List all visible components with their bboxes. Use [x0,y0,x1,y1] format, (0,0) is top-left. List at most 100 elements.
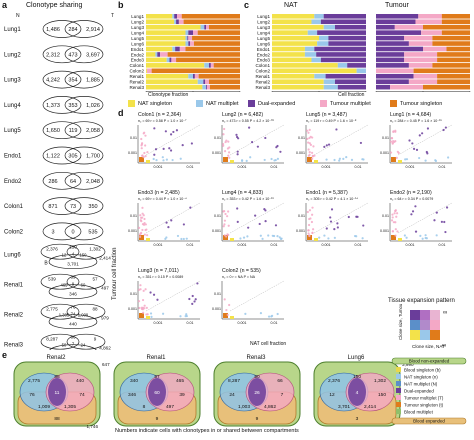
venn3-value: 346 [69,292,77,297]
bar-segment [205,79,209,84]
bar-legend-item: NAT multiplet [196,100,239,107]
bar-segment [314,14,324,19]
venn-mid-value: 119 [69,128,78,134]
scatter-point [171,158,174,162]
nat-singleton-marker [314,238,318,241]
scatter-point [222,210,225,213]
tumour-singleton-marker [139,313,144,318]
scatter-point [391,216,394,219]
bar-segment [404,35,433,41]
bar-segment [432,63,470,68]
scatter-title: Endo3 (n = 2,485) [138,190,180,196]
scatter-title: Colon2 (n = 535) [222,268,261,274]
venn-e-value: 1,302 [374,378,386,384]
bar-segment [146,68,147,74]
scatter-point [276,312,279,316]
scatter-point [181,144,184,147]
scatter-point [222,144,225,147]
bar-segment [160,52,168,57]
scatter-point [311,213,314,216]
bar-segment [376,79,409,84]
scatter-point [264,209,267,212]
scatter-point [276,157,280,160]
expansion-key-cell [410,330,420,340]
scatter-point [145,306,148,309]
bar-segment [272,24,324,30]
scatter-point [270,157,273,161]
panel-c-chart: Lung1Lung2Lung3Lung4Lung5Lung6Endo1Endo2… [255,14,471,92]
bar-segment [323,14,366,19]
venn-e-value: 9 [156,416,159,422]
scatter-point [146,151,149,154]
bar-segment [423,24,470,30]
x-tick-label: 0.01 [187,243,194,247]
bar-segment [146,14,173,19]
venn-row-name: Lung1 [4,27,21,33]
scatter-point [421,237,424,240]
scatter-point [162,159,165,162]
scatter-point [279,150,282,153]
scatter-point [224,140,227,144]
y-tick-label: 0.01 [298,214,305,218]
bar-category-label: Lung2 [131,20,144,25]
inf-symbol: ∞ [443,310,447,316]
bar-category-label: Lung3 [257,25,270,30]
venn-right-value: 2,048 [86,179,100,185]
scatter-point [275,146,278,149]
scatter-point [223,150,227,153]
scatter-point [307,131,310,134]
venn-e-value: 2,414 [364,404,376,410]
scatter-point [353,234,357,238]
scatter-point [415,148,419,151]
scatter-point [445,206,449,209]
y-tick-label: 0.001 [128,151,137,155]
bar-segment [272,30,308,35]
scatter-point [226,215,229,218]
venn-left-value: 1,122 [46,154,60,160]
venn-e-value: 3 [356,416,359,422]
bar-segment [190,41,194,46]
scatter-point [273,159,276,162]
scatter-point [144,134,147,137]
scatter-point [139,235,142,238]
scatter-diagonal [313,202,369,234]
panel-a-n-label: N [16,13,20,19]
bar-segment [203,79,206,84]
venn3-value: 465 [61,283,69,288]
scatter-point [323,145,326,148]
panel-c-tumour-title: Tumour [385,2,409,9]
scatter-point [306,137,309,140]
expansion-title: Tissue expansion pattern [388,298,455,304]
venn3-ellipse-t [66,303,106,320]
venn3-value: 24 [81,343,86,348]
scatter-point [309,143,312,146]
scatter-point [325,227,328,230]
scatter-point [179,315,182,318]
scatter-point [236,150,239,153]
venn-ellipse-n [42,121,82,140]
scatter-point [137,226,141,230]
nat-singleton-marker [398,160,402,163]
scatter-point [249,156,252,159]
scatter-point [140,220,143,223]
scatter-point [138,288,141,291]
venn-left-value: 1,486 [46,27,60,33]
bar-segment [437,79,470,84]
scatter-point [227,210,230,213]
venn-row-name: Colon2 [4,229,24,235]
venn3-value: 12 [62,253,67,258]
bar-segment [197,30,240,35]
bar-segment [174,14,178,19]
legend-blood-expanded [391,417,467,425]
bar-segment [207,84,210,90]
scatter-point [308,209,312,212]
venn-e-value: 9 [256,416,259,422]
bar-segment [166,57,170,63]
bar-segment [204,63,209,68]
bar-segment [334,79,366,84]
venn3-value: 440 [69,322,77,327]
scatter-point [150,315,153,318]
dual-region [48,378,66,406]
venn-e-value: 2,775 [28,378,40,384]
